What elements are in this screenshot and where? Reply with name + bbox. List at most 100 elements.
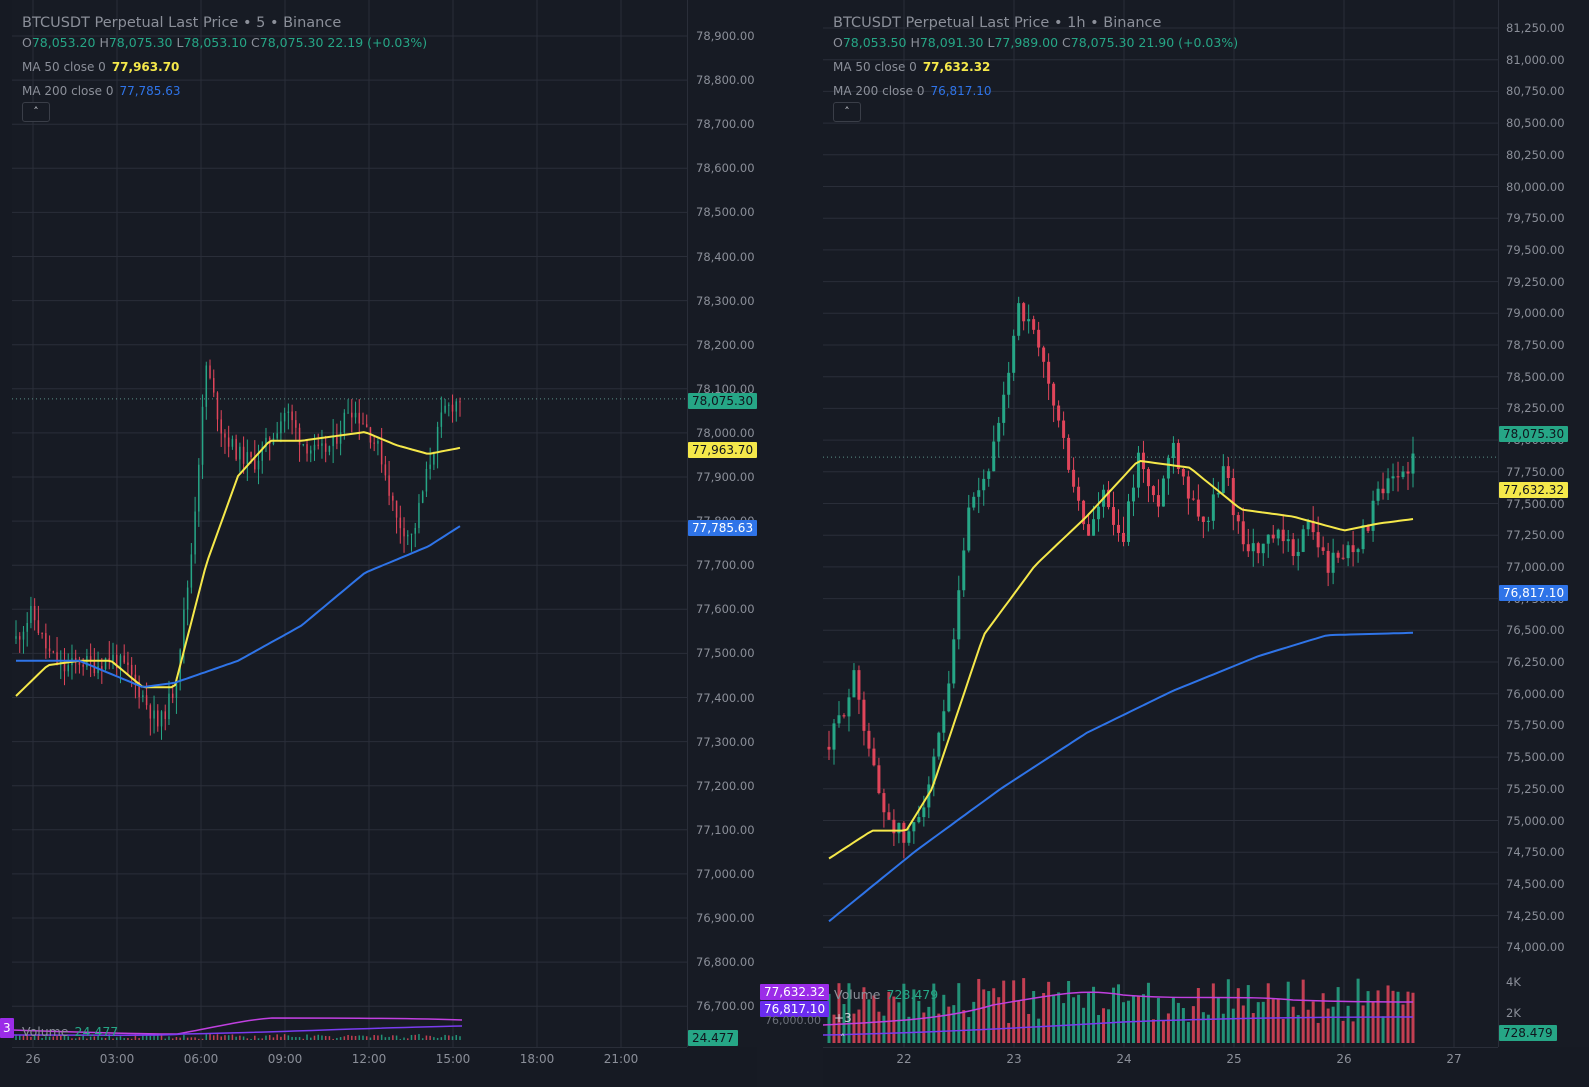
left-edge-tag: 3 [0,1018,14,1038]
price-tick: 81,250.00 [1506,21,1565,35]
left-candlestick-plot[interactable] [12,0,687,1047]
left-volume-tag: 24.477 [688,1030,738,1046]
left-ma50-tag: 77,963.70 [688,442,758,458]
time-tick: 26 [1336,1052,1352,1066]
right-time-axis[interactable]: 22 23 24 25 26 27 [823,1047,1498,1087]
open-label: O [833,35,843,50]
right-chart-pane[interactable] [823,0,1498,1047]
volume-value: 24.477 [74,1024,119,1039]
right-ma50-legend[interactable]: MA 50 close 0 77,632.32 [833,57,1238,77]
volume-label: Volume [22,1024,69,1039]
chevron-up-icon[interactable]: ˄ [840,1032,846,1045]
price-tick: 76,000.00 [1506,686,1565,701]
open-label: O [22,35,32,50]
left-chart-title[interactable]: BTCUSDT Perpetual Last Price • 5 • Binan… [22,15,342,31]
price-tick: 80,500.00 [1506,116,1565,131]
price-tick: 74,250.00 [1506,908,1565,923]
price-tick: 77,500.00 [1506,496,1565,511]
price-tick: 77,500.00 [696,646,755,661]
left-chart-pane[interactable] [12,0,687,1047]
right-chart-title[interactable]: BTCUSDT Perpetual Last Price • 1h • Bina… [833,15,1162,31]
ma50-value: 77,963.70 [111,60,180,74]
price-tick: 78,700.00 [696,117,755,132]
low-label: L [176,35,184,50]
more-indicators-button[interactable]: +3 [834,1011,852,1025]
price-tick: 74,500.00 [1506,876,1565,891]
time-tick: 18:00 [519,1052,555,1066]
price-tick: 78,200.00 [696,337,755,352]
time-tick: 26 [25,1052,41,1066]
price-tick: 80,750.00 [1506,84,1565,99]
ma50-label: MA 50 close 0 [22,60,106,74]
price-tick: 77,600.00 [696,602,755,617]
time-tick: 12:00 [351,1052,387,1066]
right-volume-legend[interactable]: Volume 728.479 [834,987,938,1002]
price-tick: 78,500.00 [696,205,755,220]
left-ohlc: O78,053.20 H78,075.30 L78,053.10 C78,075… [22,33,427,53]
price-tick: 77,000.00 [696,866,755,881]
right-ohlc: O78,053.50 H78,091.30 L77,989.00 C78,075… [833,33,1238,53]
right-last-price-tag: 78,075.30 [1499,426,1569,442]
price-tick: 77,900.00 [696,470,755,484]
left-collapse-legend-button[interactable]: ˄ [22,102,50,122]
high-value: 78,091.30 [919,35,984,50]
right-ma200-tag: 76,817.10 [1499,585,1569,601]
overlay-ma200-tag: 76,817.10 [760,1001,830,1017]
overlay-ma50-tag: 77,632.32 [760,984,830,1000]
hidden-axis-label: 76,000.00 [765,1014,821,1027]
left-last-price-tag: 78,075.30 [688,393,758,409]
chevron-up-icon: ˄ [33,105,39,118]
price-tick: 75,250.00 [1506,781,1565,796]
close-value: 78,075.30 [1070,35,1135,50]
high-label: H [910,35,920,50]
price-tick: 77,300.00 [696,734,755,749]
price-tick: 78,300.00 [696,293,755,308]
price-tick: 76,800.00 [696,955,755,970]
time-tick: 23 [1006,1052,1022,1066]
high-label: H [99,35,109,50]
price-tick: 74,000.00 [1506,940,1565,955]
price-tick: 76,700.00 [696,999,755,1014]
change-value: 21.90 (+0.03%) [1138,35,1239,50]
price-tick: 79,250.00 [1506,274,1565,289]
price-tick: 75,000.00 [1506,813,1565,828]
change-value: 22.19 (+0.03%) [327,35,428,50]
low-value: 77,989.00 [994,35,1059,50]
price-tick: 77,750.00 [1506,464,1565,479]
price-tick: 78,800.00 [696,73,755,88]
volume-tick: 2K [1506,1006,1521,1020]
price-tick: 80,000.00 [1506,179,1565,194]
right-volume-tag: 728.479 [1499,1025,1557,1041]
right-ma200-legend[interactable]: MA 200 close 0 76,817.10 [833,81,1238,101]
price-tick: 77,700.00 [696,558,755,573]
price-tick: 77,250.00 [1506,528,1565,543]
left-ma50-legend[interactable]: MA 50 close 0 77,963.70 [22,57,427,77]
price-tick: 75,500.00 [1506,750,1565,765]
left-volume-legend[interactable]: Volume 24.477 [22,1024,118,1039]
time-tick: 22 [896,1052,912,1066]
price-tick: 78,250.00 [1506,401,1565,416]
time-tick: 09:00 [267,1052,303,1066]
time-tick: 25 [1226,1052,1242,1066]
left-ma200-legend[interactable]: MA 200 close 0 77,785.63 [22,81,427,101]
price-tick: 79,750.00 [1506,211,1565,226]
ma50-value: 77,632.32 [922,60,991,74]
right-collapse-legend-button[interactable]: ˄ [833,102,861,122]
left-time-axis[interactable]: 26 03:00 06:00 09:00 12:00 15:00 18:00 21:00 [12,1047,687,1087]
right-ma50-tag: 77,632.32 [1499,482,1569,498]
low-value: 78,053.10 [183,35,248,50]
left-legend: BTCUSDT Perpetual Last Price • 5 • Binan… [22,13,427,101]
low-label: L [987,35,995,50]
right-price-axis[interactable]: 81,250.00 81,000.00 80,750.00 80,500.00 80,2… [1498,0,1589,1047]
price-tick: 76,900.00 [696,911,755,925]
time-tick: 15:00 [435,1052,471,1066]
volume-label: Volume [834,987,881,1002]
price-tick: 79,500.00 [1506,242,1565,257]
price-tick: 75,750.00 [1506,718,1565,733]
time-tick: 06:00 [183,1052,219,1066]
ma200-label: MA 200 close 0 [22,84,114,98]
right-candlestick-plot[interactable] [823,0,1498,1047]
price-tick: 74,750.00 [1506,845,1565,860]
time-tick: 24 [1116,1052,1132,1066]
volume-tick: 4K [1506,975,1521,989]
